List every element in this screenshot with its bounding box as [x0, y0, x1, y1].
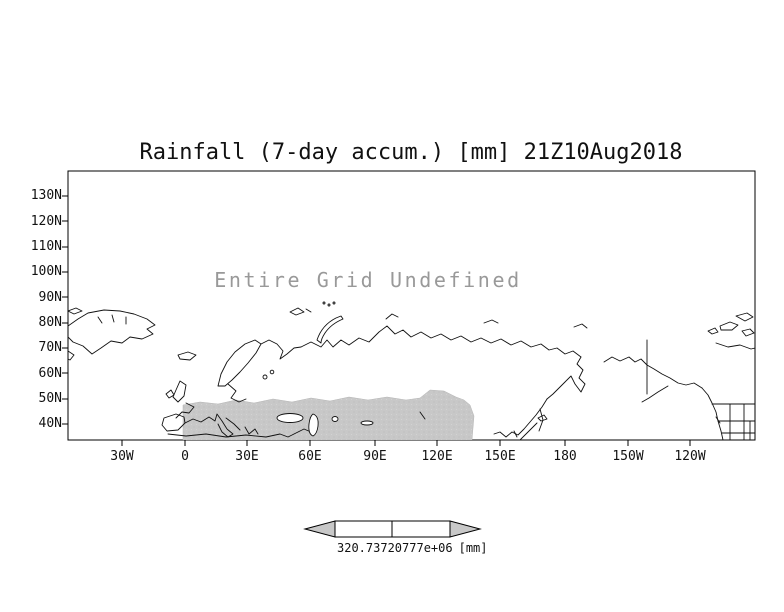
x-tick-label: 60E: [298, 449, 322, 464]
y-tick-label: 100N: [30, 264, 62, 279]
y-tick-label: 40N: [38, 416, 62, 431]
y-tick-label: 50N: [38, 391, 62, 406]
y-tick-label: 120N: [30, 214, 62, 229]
map-content: [68, 301, 755, 440]
colorbar-segment: [334, 520, 393, 538]
map-canvas: [62, 170, 756, 446]
x-tick-label: 150E: [484, 449, 516, 464]
y-tick-label: 90N: [38, 290, 62, 305]
coastlines: [68, 301, 755, 440]
colorbar-tick-label: 20777e+06: [387, 541, 453, 555]
x-axis-ticks: [121, 440, 691, 446]
y-tick-label: 130N: [30, 188, 62, 203]
x-tick-label: 90E: [363, 449, 387, 464]
y-tick-label: 70N: [38, 340, 62, 355]
colorbar-unit-label: [mm]: [458, 541, 488, 555]
colorbar-right-arrow: [449, 520, 482, 538]
y-tick-label: 80N: [38, 315, 62, 330]
x-tick-label: 0: [181, 449, 189, 464]
y-tick-label: 60N: [38, 366, 62, 381]
x-tick-label: 120E: [421, 449, 453, 464]
plot-frame: [67, 170, 756, 441]
undefined-annotation: Entire Grid Undefined: [214, 268, 522, 292]
x-tick-label: 30W: [110, 449, 134, 464]
colorbar-labels: 320.737 20777e+06 [mm]: [337, 541, 488, 555]
colorbar-segment: [391, 520, 451, 538]
plot-title: Rainfall (7-day accum.) [mm] 21Z10Aug201…: [139, 140, 683, 165]
x-tick-label: 150W: [612, 449, 644, 464]
y-axis-ticks: [62, 195, 68, 425]
x-tick-label: 120W: [674, 449, 706, 464]
colorbar-left-arrow: [303, 520, 336, 538]
y-tick-label: 110N: [30, 239, 62, 254]
x-tick-label: 180: [553, 449, 577, 464]
x-tick-label: 30E: [235, 449, 259, 464]
colorbar: [303, 520, 482, 538]
shaded-region: [182, 389, 475, 440]
colorbar-tick-label: 320.737: [337, 541, 388, 555]
